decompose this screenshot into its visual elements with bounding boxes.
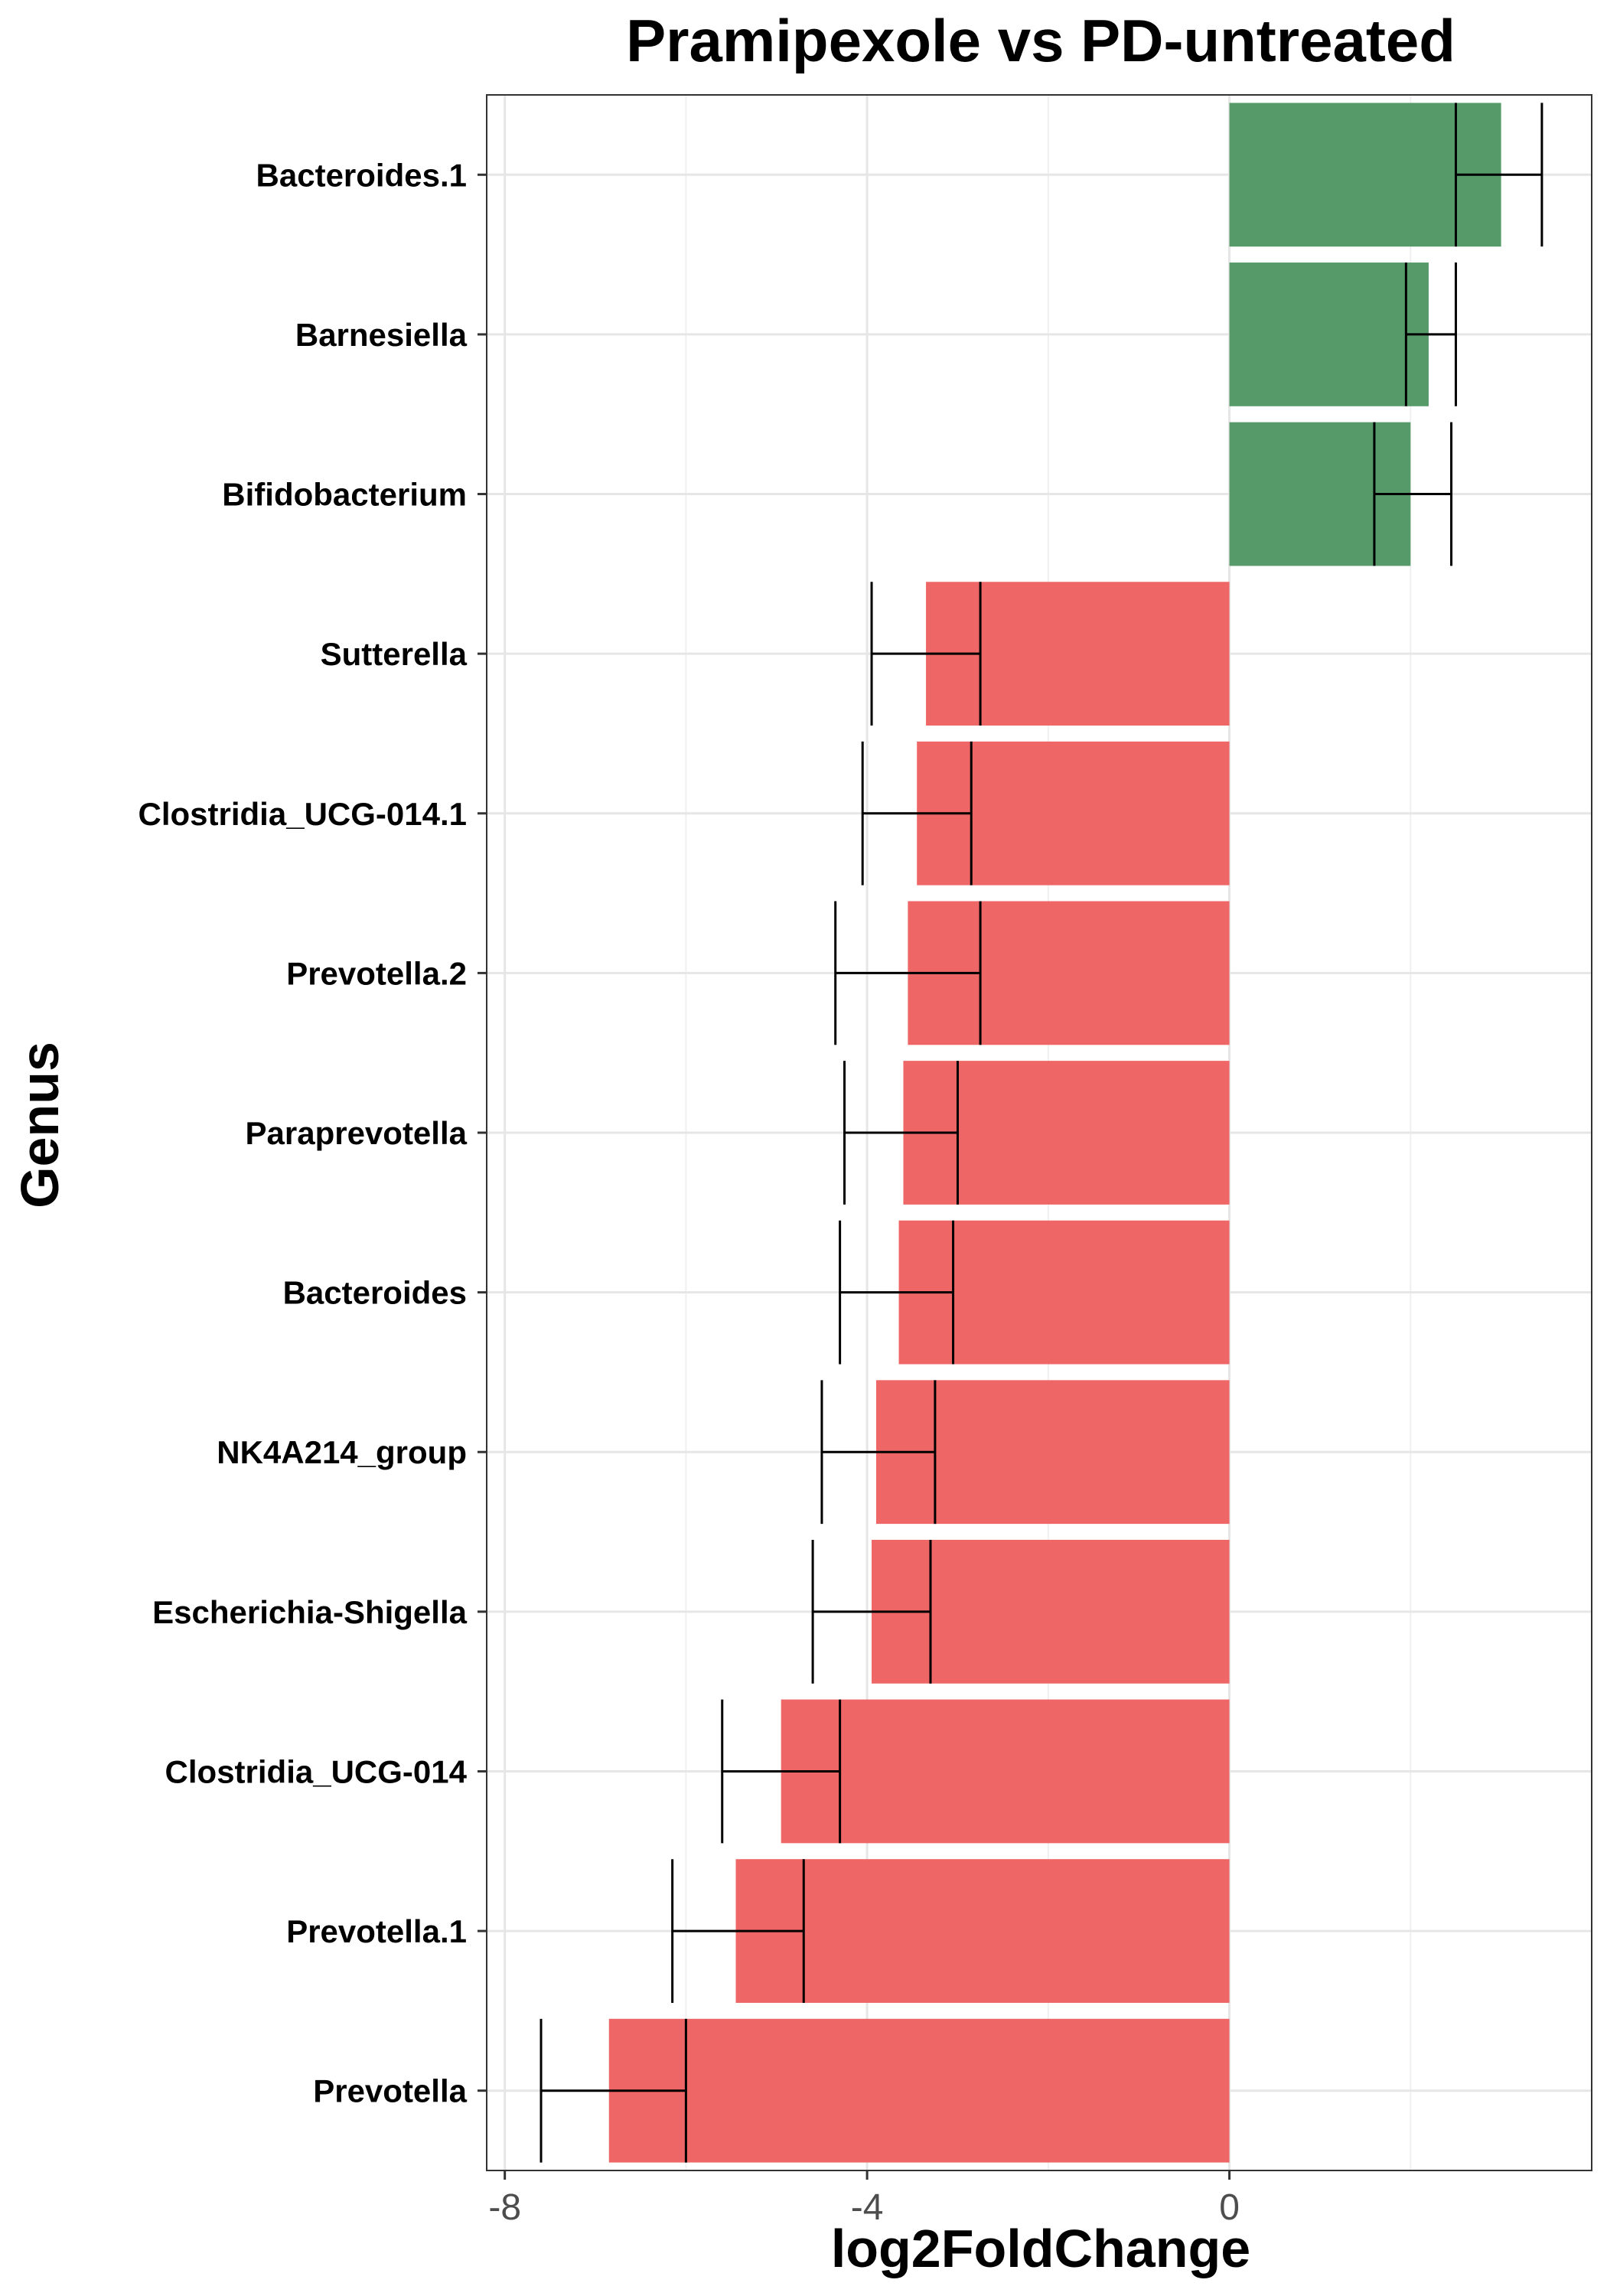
bar (1229, 263, 1429, 406)
y-tick-label: Escherichia-Shigella (152, 1594, 467, 1630)
y-tick-label: Bacteroides.1 (256, 157, 467, 193)
y-tick-label: Clostridia_UCG-014.1 (139, 796, 467, 832)
x-tick-label: 0 (1219, 2187, 1240, 2228)
y-tick-label: NK4A214_group (217, 1434, 467, 1470)
y-tick-label: Paraprevotella (246, 1115, 468, 1151)
y-axis-title: Genus (10, 1042, 70, 1208)
y-tick-label: Prevotella.2 (286, 955, 467, 991)
error-bar-layer (539, 103, 1543, 2163)
y-tick-label: Bifidobacterium (222, 477, 467, 513)
y-tick-label: Sutterella (321, 636, 468, 672)
bar (608, 2018, 1230, 2163)
bar (781, 1699, 1230, 1844)
axis-layer: Bacteroides.1 Barnesiella Bifidobacterium S… (139, 157, 1240, 2228)
y-tick-label: Prevotella (313, 2073, 467, 2109)
bar (735, 1859, 1230, 2003)
x-tick-label: -8 (488, 2187, 521, 2228)
chart-title: Pramipexole vs PD-untreated (626, 7, 1455, 74)
y-tick-label: Prevotella.1 (286, 1913, 467, 1949)
y-tick-label: Barnesiella (295, 317, 468, 353)
y-tick-label: Bacteroides (283, 1275, 467, 1311)
x-axis-title: log2FoldChange (831, 2219, 1250, 2278)
y-tick-label: Clostridia_UCG-014 (165, 1753, 468, 1789)
x-tick-label: -4 (851, 2187, 884, 2228)
